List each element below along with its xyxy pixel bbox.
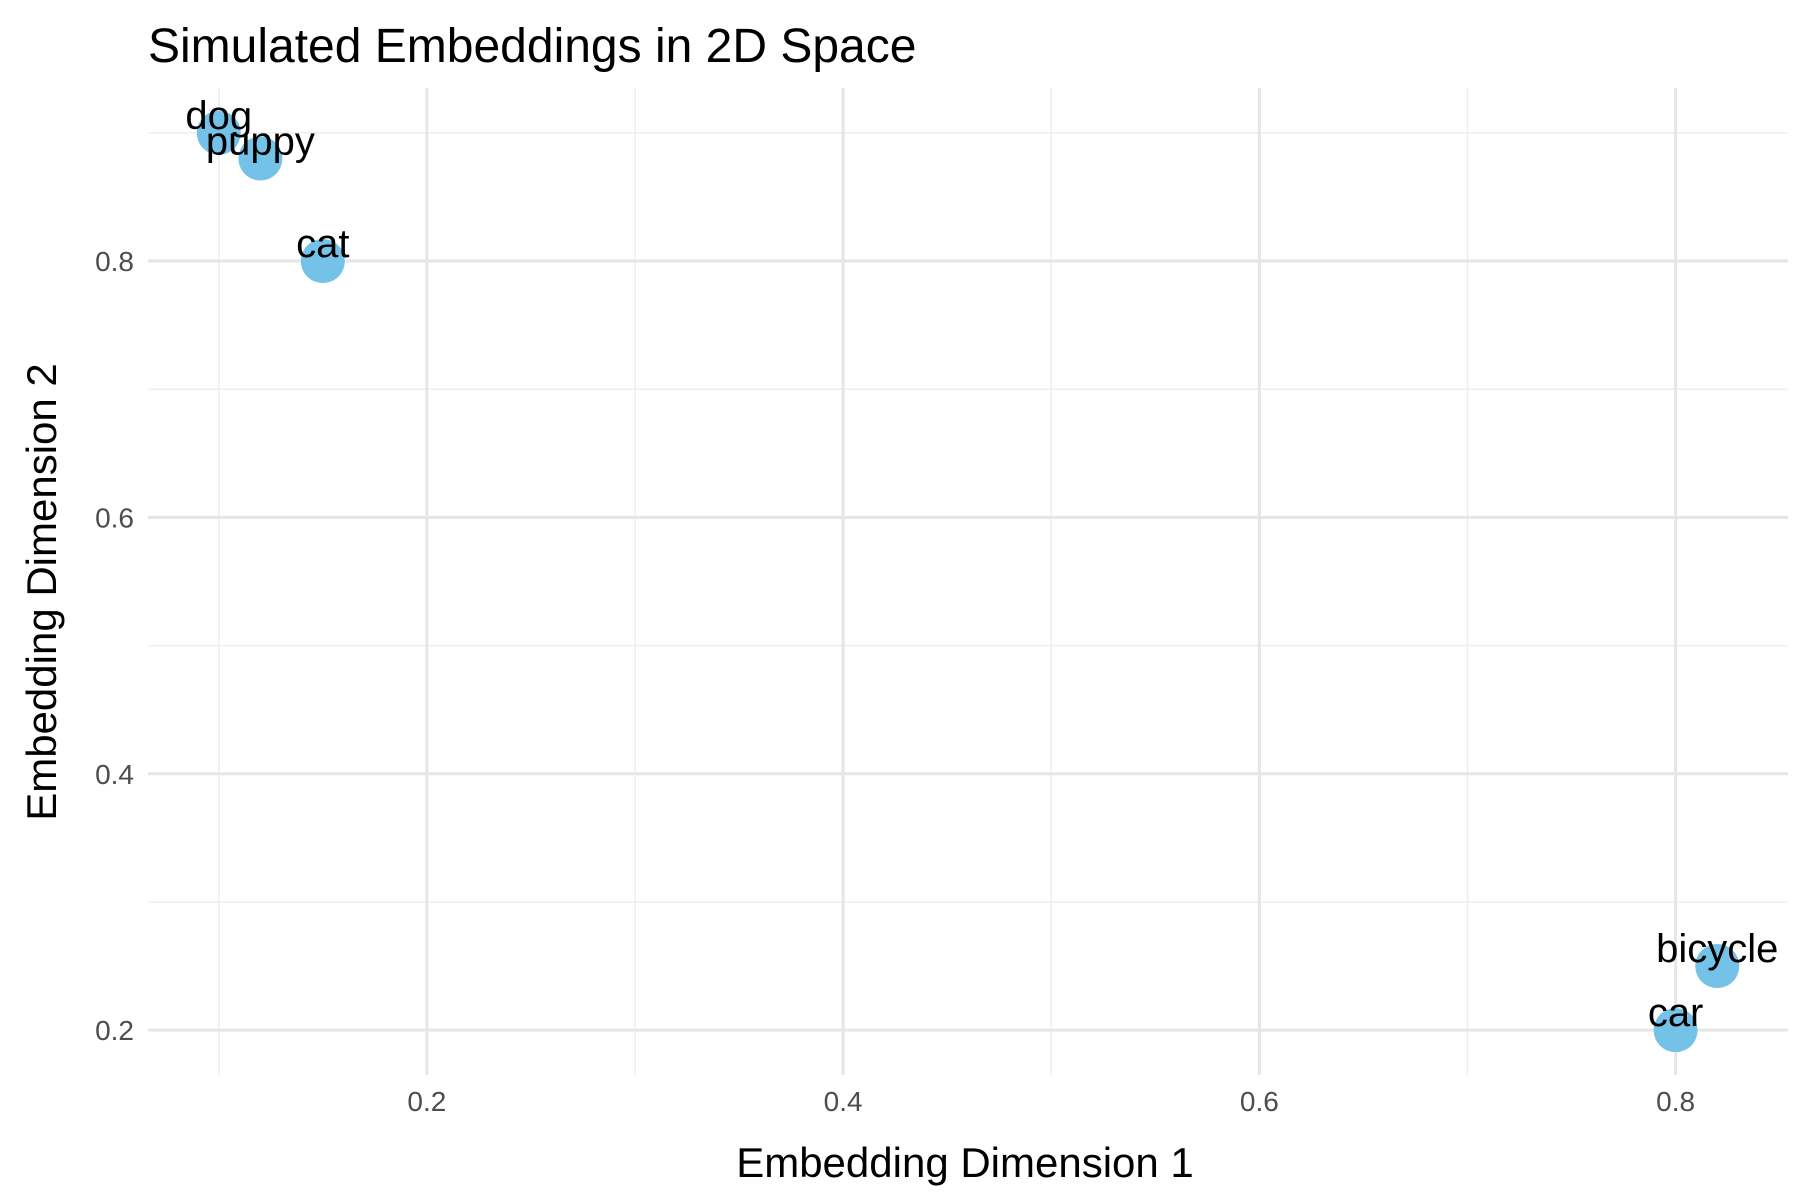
- x-tick-label-2: 0.6: [1240, 1086, 1279, 1117]
- y-axis-ticks: 0.2 0.4 0.6 0.8: [95, 246, 134, 1046]
- grid: [148, 88, 1788, 1075]
- point-label-car: car: [1648, 991, 1704, 1035]
- x-axis-title: Embedding Dimension 1: [736, 1139, 1194, 1186]
- y-tick-label-3: 0.8: [95, 246, 134, 277]
- chart-title: Simulated Embeddings in 2D Space: [148, 20, 916, 73]
- y-tick-label-2: 0.6: [95, 502, 134, 533]
- y-tick-label-1: 0.4: [95, 759, 134, 790]
- point-label-dog: dog: [185, 94, 252, 138]
- y-axis-title: Embedding Dimension 2: [18, 363, 65, 821]
- data-point-bicycle: [1695, 944, 1740, 989]
- data-point-dog: [196, 110, 241, 155]
- point-label-cat: cat: [296, 222, 349, 266]
- x-axis-ticks: 0.2 0.4 0.6 0.8: [407, 1086, 1695, 1117]
- x-tick-label-0: 0.2: [407, 1086, 446, 1117]
- y-tick-label-0: 0.2: [95, 1015, 134, 1046]
- x-tick-label-1: 0.4: [824, 1086, 863, 1117]
- x-tick-label-3: 0.8: [1656, 1086, 1695, 1117]
- point-label-puppy: puppy: [206, 120, 315, 164]
- data-point-car: [1653, 1008, 1698, 1053]
- data-point-cat: [300, 239, 345, 284]
- data-point-puppy: [238, 136, 283, 181]
- point-label-bicycle: bicycle: [1656, 927, 1778, 971]
